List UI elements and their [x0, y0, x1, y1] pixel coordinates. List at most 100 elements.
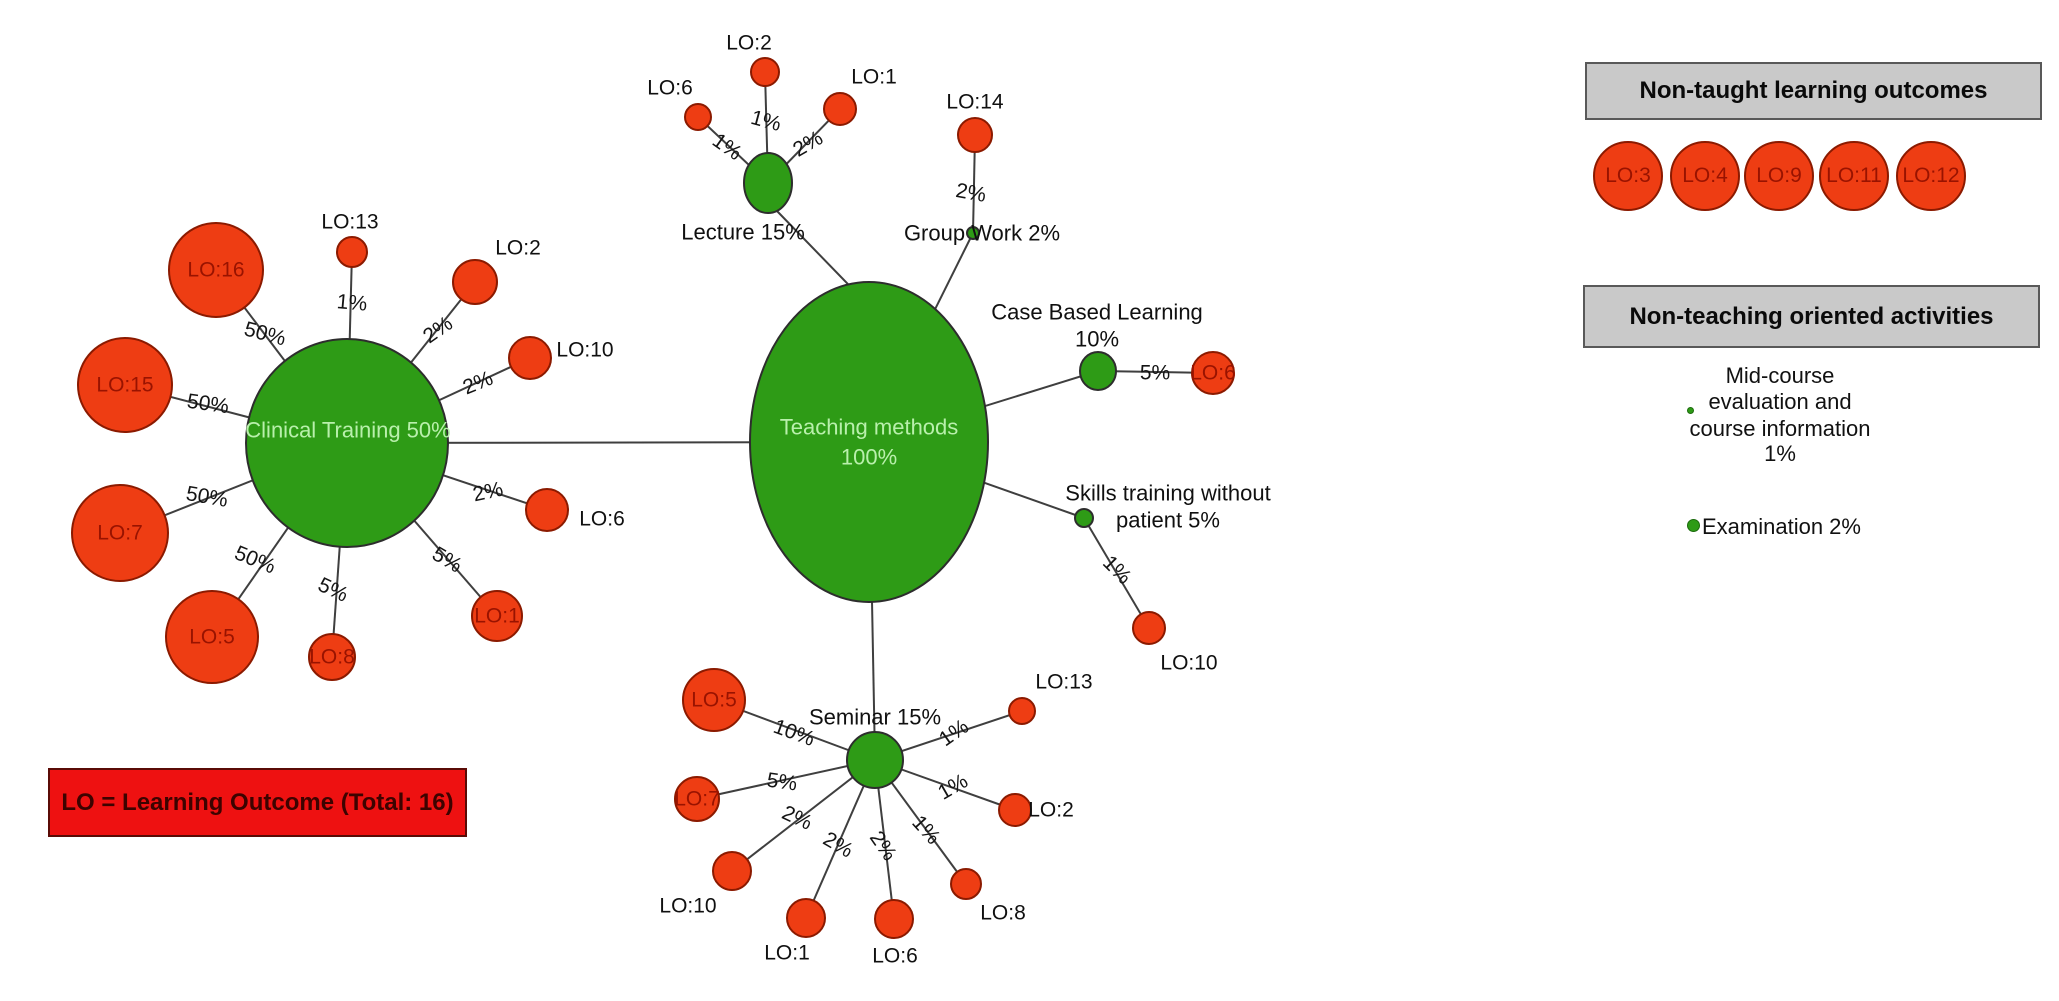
node-circle-case-based-learning-lo6 — [1191, 351, 1235, 395]
hub-pct-teaching-methods: 100% — [841, 445, 897, 470]
lo-chip-label: LO:12 — [1902, 164, 1960, 187]
hub-label-skills-training-without-patient: patient 5% — [1116, 508, 1220, 533]
shapes-layer — [71, 57, 1235, 939]
hub-skills-training-without-patient — [1074, 508, 1094, 528]
node-circle-clinical-training-lo5 — [165, 590, 259, 684]
edge-pct-clinical-training-lo13: 1% — [336, 290, 368, 316]
hub-label-clinical-training: Clinical Training 50% — [245, 418, 450, 443]
non-teaching-panel-title: Non-teaching oriented activities — [1629, 302, 1994, 330]
node-circle-seminar-lo10 — [712, 851, 752, 891]
hub-label-case-based-learning: 10% — [1075, 327, 1119, 352]
node-circle-skills-training-without-patient-lo10 — [1132, 611, 1166, 645]
edge-pct-lecture-lo2: 1% — [748, 106, 783, 136]
node-circle-clinical-training-lo8 — [308, 633, 356, 681]
node-label-lecture-lo1: LO:1 — [851, 66, 897, 89]
node-circle-seminar-lo6 — [874, 899, 914, 939]
edge-pct-clinical-training-lo6: 2% — [471, 478, 505, 507]
edge-pct-clinical-training-lo7: 50% — [184, 482, 229, 512]
lo-chip-label: LO:9 — [1756, 164, 1802, 187]
hub-clinical-training — [245, 338, 449, 548]
edge-pct-clinical-training-lo15: 50% — [186, 390, 231, 419]
node-circle-clinical-training-lo13 — [336, 236, 368, 268]
node-label-seminar-lo1: LO:1 — [764, 942, 810, 965]
legend-box: LO = Learning Outcome (Total: 16) — [48, 768, 467, 837]
non-taught-lo-chip: LO:3 — [1593, 141, 1663, 211]
edge-pct-lecture-lo6: 1% — [708, 129, 746, 165]
node-circle-seminar-lo1 — [786, 898, 826, 938]
edge-pct-clinical-training-lo16: 50% — [242, 317, 289, 350]
non-teaching-panel-title-box: Non-teaching oriented activities — [1583, 285, 2040, 348]
hub-case-based-learning — [1079, 351, 1117, 391]
non-taught-lo-chip: LO:4 — [1670, 141, 1740, 211]
node-label-clinical-training-lo10: LO:10 — [556, 339, 613, 362]
node-circle-seminar-lo7 — [674, 776, 720, 822]
node-label-clinical-training-lo7: LO:7 — [97, 522, 143, 545]
node-label-seminar-lo2: LO:2 — [1028, 799, 1074, 822]
node-label-clinical-training-lo2: LO:2 — [495, 237, 541, 260]
edge-pct-case-based-learning-lo6: 5% — [1140, 362, 1170, 385]
hub-label-skills-training-without-patient: Skills training without — [1065, 481, 1270, 506]
node-label-clinical-training-lo5: LO:5 — [189, 626, 235, 649]
node-circle-clinical-training-lo10 — [508, 336, 552, 380]
node-label-seminar-lo5: LO:5 — [691, 689, 737, 712]
node-label-seminar-lo6: LO:6 — [872, 945, 918, 968]
node-label-seminar-lo13: LO:13 — [1035, 671, 1092, 694]
edge-skills-training-without-patient-lo10 — [1083, 517, 1150, 629]
hub-label-seminar: Seminar 15% — [809, 705, 941, 730]
midcourse-line: course information — [1689, 416, 1871, 441]
edge-pct-seminar-lo1: 2% — [819, 827, 857, 862]
hub-label-group-work: Group Work 2% — [904, 221, 1060, 246]
node-circle-seminar-lo13 — [1008, 697, 1036, 725]
midcourse-line: Mid-course — [1725, 363, 1835, 388]
node-circle-seminar-lo2 — [998, 793, 1032, 827]
hub-label-lecture: Lecture 15% — [681, 220, 805, 245]
edge-pct-skills-training-without-patient-lo10: 1% — [1098, 551, 1136, 589]
edge-pct-group-work-lo14: 2% — [954, 179, 988, 207]
hub-label-teaching-methods: Teaching methods — [780, 415, 959, 440]
non-taught-lo-chip: LO:12 — [1896, 141, 1966, 211]
lo-chip-label: LO:3 — [1605, 164, 1651, 187]
node-label-seminar-lo8: LO:8 — [980, 902, 1026, 925]
legend-label: LO = Learning Outcome (Total: 16) — [61, 788, 454, 816]
edge-pct-clinical-training-lo8: 5% — [314, 573, 351, 607]
node-circle-clinical-training-lo6 — [525, 488, 569, 532]
node-circle-lecture-lo6 — [684, 103, 712, 131]
node-label-clinical-training-lo13: LO:13 — [321, 211, 378, 234]
node-circle-clinical-training-lo1 — [471, 590, 523, 642]
non-taught-lo-chip: LO:11 — [1819, 141, 1889, 211]
lo-chip-label: LO:11 — [1826, 164, 1882, 187]
node-label-seminar-lo10: LO:10 — [659, 895, 716, 918]
edge-pct-seminar-lo6: 2% — [865, 827, 901, 865]
node-label-clinical-training-lo8: LO:8 — [309, 646, 355, 669]
node-circle-clinical-training-lo2 — [452, 259, 498, 305]
hub-label-case-based-learning: Case Based Learning — [991, 300, 1203, 325]
node-circle-lecture-lo2 — [750, 57, 780, 87]
node-label-clinical-training-lo1: LO:1 — [474, 605, 520, 628]
edge-pct-clinical-training-lo2: 2% — [419, 312, 457, 348]
midcourse-line: 1% — [1764, 441, 1796, 466]
hub-teaching-methods — [749, 281, 989, 603]
node-circle-seminar-lo5 — [682, 668, 746, 732]
node-label-skills-training-without-patient-lo10: LO:10 — [1160, 652, 1217, 675]
edge-pct-seminar-lo7: 5% — [765, 768, 798, 795]
edge-pct-clinical-training-lo5: 50% — [231, 541, 279, 578]
node-label-case-based-learning-lo6: LO:6 — [1190, 362, 1236, 385]
node-label-clinical-training-lo6: LO:6 — [579, 508, 625, 531]
non-taught-lo-chip: LO:9 — [1744, 141, 1814, 211]
edge-pct-seminar-lo2: 1% — [934, 769, 972, 804]
node-circle-lecture-lo1 — [823, 92, 857, 126]
node-circle-seminar-lo8 — [950, 868, 982, 900]
node-label-clinical-training-lo16: LO:16 — [187, 259, 244, 282]
edge-pct-clinical-training-lo10: 2% — [460, 367, 497, 400]
node-label-group-work-lo14: LO:14 — [946, 91, 1004, 114]
node-circle-group-work-lo14 — [957, 117, 993, 153]
edge-seminar-lo10 — [731, 759, 876, 872]
examination-dot-icon — [1687, 519, 1700, 532]
midcourse-dot-icon — [1687, 407, 1694, 414]
hub-seminar — [846, 731, 904, 789]
examination-item: Examination 2% — [1702, 514, 1861, 539]
hub-lecture — [743, 152, 793, 214]
edge-pct-seminar-lo8: 1% — [907, 811, 944, 849]
